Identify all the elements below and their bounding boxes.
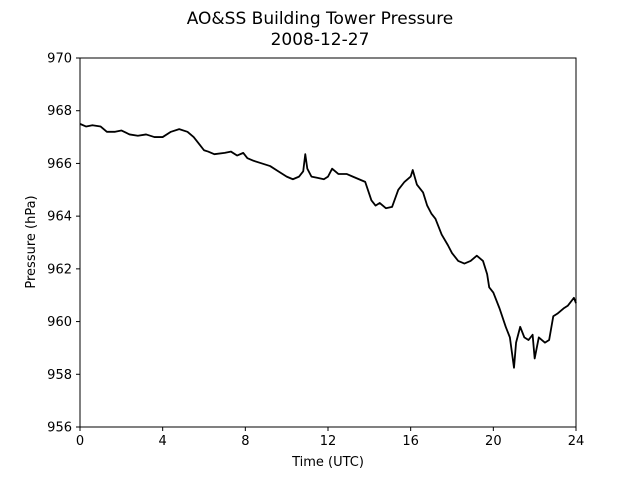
pressure-series-line — [79, 123, 577, 369]
y-tick-label: 962 — [47, 262, 72, 277]
chart-title: AO&SS Building Tower Pressure — [187, 9, 454, 29]
y-tick-label: 956 — [47, 421, 72, 436]
chart-subtitle: 2008-12-27 — [271, 30, 370, 50]
y-tick-label: 964 — [47, 210, 72, 225]
x-tick-label: 0 — [76, 434, 84, 449]
x-tick-label: 16 — [402, 434, 419, 449]
x-tick-label: 20 — [485, 434, 502, 449]
y-axis-ticks: 956 958 960 962 964 966 968 970 — [47, 52, 80, 436]
y-tick-label: 958 — [47, 368, 72, 383]
x-axis-label: Time (UTC) — [291, 455, 364, 470]
x-tick-label: 12 — [320, 434, 337, 449]
x-tick-label: 24 — [568, 434, 585, 449]
y-tick-label: 966 — [47, 157, 72, 172]
y-axis-label: Pressure (hPa) — [24, 195, 39, 288]
y-tick-label: 968 — [47, 104, 72, 119]
x-axis-ticks: 0 4 8 12 16 20 24 — [76, 427, 584, 449]
plot-frame — [79, 57, 577, 428]
y-tick-label: 970 — [47, 52, 72, 67]
y-tick-label: 960 — [47, 315, 72, 330]
x-tick-label: 4 — [159, 434, 167, 449]
x-tick-label: 8 — [241, 434, 249, 449]
